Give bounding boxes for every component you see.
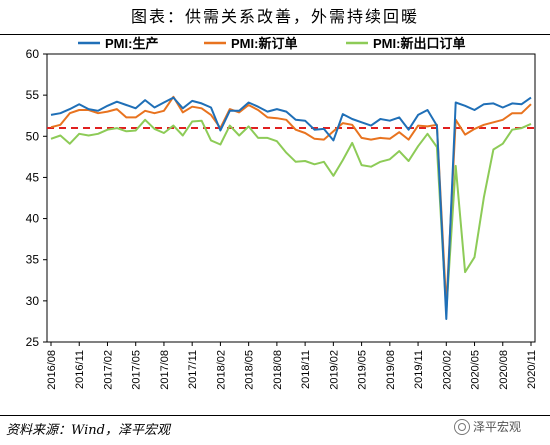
y-tick-label: 60 [26, 47, 40, 61]
chart: 25 30 35 40 45 50 55 60 2016/08 2016/11 2017/02 20… [26, 36, 538, 390]
y-tick-label: 30 [26, 294, 40, 308]
y-tick-label: 45 [26, 170, 40, 184]
x-tick-label: 2017/11 [187, 350, 199, 389]
x-tick-label: 2018/02 [215, 350, 227, 390]
source-rule [0, 415, 550, 416]
chart-title: 图表：供需关系改善，外需持续回暖 [130, 7, 419, 26]
x-tick-label: 2016/11 [74, 350, 86, 389]
x-tick-label: 2017/02 [102, 350, 114, 390]
x-tick-label: 2019/11 [413, 350, 425, 389]
x-tick-label: 2019/08 [385, 350, 397, 390]
y-tick-label: 40 [26, 212, 40, 226]
x-tick-label: 2018/05 [244, 350, 256, 390]
y-tick-label: 35 [26, 253, 40, 267]
x-tick-label: 2019/05 [357, 350, 369, 390]
x-tick-label: 2018/08 [272, 350, 284, 390]
legend-label: PMI:新订单 [231, 36, 297, 51]
series-line-0 [50, 96, 532, 320]
x-tick-label: 2017/08 [159, 350, 171, 390]
x-tick-label: 2020/08 [498, 350, 510, 390]
y-tick-label: 50 [26, 129, 40, 143]
x-tick-label: 2016/08 [46, 350, 58, 390]
y-tick-label: 55 [26, 88, 40, 102]
legend-label: PMI:生产 [105, 36, 158, 51]
x-tick-label: 2019/02 [328, 350, 340, 390]
title-rule [0, 34, 550, 35]
watermark: 泽平宏观 [454, 418, 521, 435]
watermark-text: 泽平宏观 [473, 420, 522, 434]
y-tick-label: 25 [26, 335, 40, 349]
series-line-2 [50, 118, 532, 313]
legend-label: PMI:新出口订单 [373, 36, 465, 51]
x-tick-label: 2020/05 [470, 350, 482, 390]
wechat-icon [454, 418, 470, 435]
source-note: 资料来源：Wind，泽平宏观 [6, 423, 170, 438]
x-tick-label: 2020/11 [526, 350, 538, 389]
x-tick-label: 2020/02 [441, 350, 453, 390]
plot-border [46, 53, 536, 343]
x-tick-label: 2018/11 [300, 350, 312, 389]
x-tick-label: 2017/05 [131, 350, 143, 390]
